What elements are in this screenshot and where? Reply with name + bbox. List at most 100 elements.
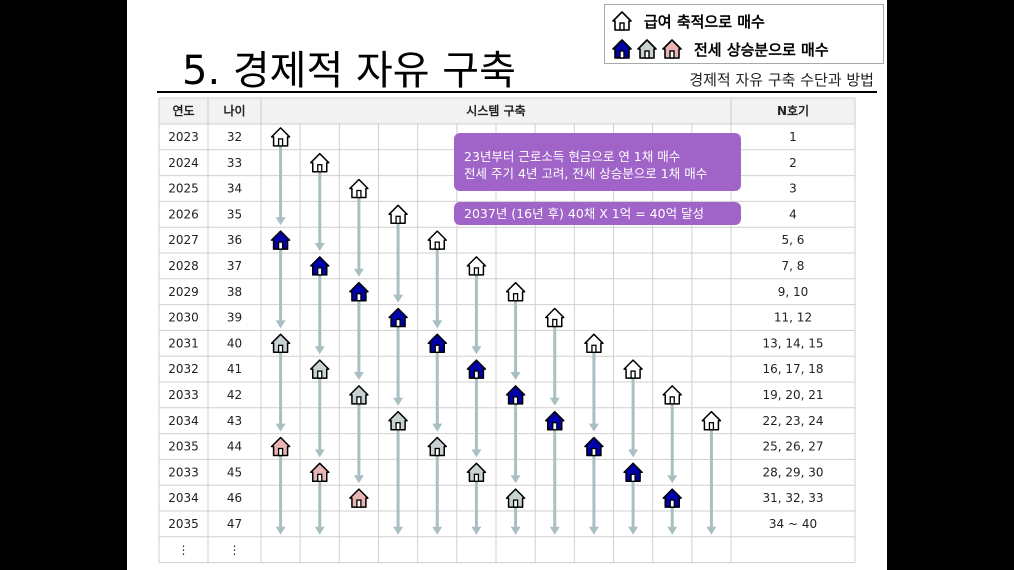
cell-nth: 25, 26, 27 [762, 440, 823, 454]
down-arrow-icon [275, 249, 286, 329]
cell-age: 47 [227, 517, 242, 531]
houses [270, 127, 722, 508]
cell-nth: 4 [789, 207, 797, 221]
callout-goal: 2037년 (16년 후) 40채 X 1억 = 40억 달성 [454, 202, 741, 225]
house-pink-icon [349, 488, 369, 508]
house-gray-icon [637, 39, 657, 59]
cell-year: 2028 [168, 259, 199, 273]
house-blue-icon [584, 436, 604, 457]
cell-age: 42 [227, 388, 242, 402]
cell-nth: 5, 6 [782, 233, 805, 247]
cell-age: ⋮ [229, 543, 241, 557]
header-year: 연도 [172, 103, 194, 118]
house-blue-icon [612, 39, 632, 59]
legend-item-salary: 급여 축적으로 매수 [611, 8, 765, 34]
house-outline-icon [662, 385, 682, 405]
house-gray-icon [388, 410, 408, 431]
cell-year: ⋮ [178, 543, 190, 557]
down-arrow-icon [549, 326, 560, 406]
house-pink-icon [270, 436, 291, 457]
callout-line-3: 2037년 (16년 후) 40채 X 1억 = 40억 달성 [464, 206, 705, 221]
house-outline-icon [623, 359, 643, 379]
cell-year: 2034 [168, 414, 199, 428]
cell-year: 2034 [168, 491, 199, 505]
house-blue-icon [270, 230, 291, 250]
house-pink-icon [662, 39, 682, 59]
house-outline-icon [270, 127, 291, 147]
cell-year: 2031 [168, 336, 199, 350]
down-arrow-icon [314, 481, 325, 535]
house-blue-icon [349, 281, 369, 302]
house-gray-icon [349, 385, 369, 405]
cell-age: 44 [227, 440, 242, 454]
cell-nth: 3 [789, 182, 797, 196]
cell-year: 2026 [168, 207, 199, 221]
house-blue-icon [662, 488, 682, 508]
house-gray-icon [270, 333, 291, 354]
down-arrow-icon [628, 481, 639, 535]
house-blue-icon [466, 359, 487, 379]
cell-age: 36 [227, 233, 242, 247]
house-outline-icon [388, 204, 408, 225]
cell-year: 2033 [168, 388, 199, 402]
legend-label-jeonse: 전세 상승분으로 매수 [694, 40, 829, 59]
down-arrow-icon [275, 455, 286, 535]
cell-year: 2024 [168, 156, 199, 170]
down-arrow-icon [393, 326, 404, 406]
cell-age: 40 [227, 336, 242, 350]
cell-nth: 7, 8 [782, 259, 805, 273]
house-outline-icon [505, 281, 526, 302]
down-arrow-icon [353, 197, 364, 277]
down-arrow-icon [667, 404, 678, 484]
cell-year: 2029 [168, 285, 199, 299]
down-arrow-icon [353, 404, 364, 484]
down-arrow-icon [471, 378, 482, 458]
cell-nth: 9, 10 [778, 285, 809, 299]
down-arrow-icon [628, 378, 639, 458]
house-outline-icon [701, 410, 722, 431]
cell-nth: 19, 20, 21 [762, 388, 823, 402]
house-outline-icon [584, 333, 604, 354]
cell-year: 2032 [168, 362, 199, 376]
slide: 5. 경제적 자유 구축 경제적 자유 구축 수단과 방법 급여 축적으로 매수 [127, 0, 887, 570]
cell-age: 46 [227, 491, 242, 505]
cell-age: 35 [227, 207, 242, 221]
table-gridlines [158, 97, 856, 564]
down-arrow-icon [432, 455, 443, 535]
cell-year: 2027 [168, 233, 199, 247]
cell-year: 2035 [168, 517, 199, 531]
cell-year: 2023 [168, 130, 199, 144]
down-arrow-icon [393, 429, 404, 535]
down-arrow-icon [706, 429, 717, 535]
slide-subtitle: 경제적 자유 구축 수단과 방법 [689, 71, 874, 89]
header-system: 시스템 구축 [466, 103, 525, 118]
cell-nth: 1 [789, 130, 797, 144]
house-outline-icon [427, 230, 447, 250]
house-pink-icon [310, 462, 330, 483]
down-arrow-icon [667, 507, 678, 535]
callout-line-2: 전세 주기 4년 고려, 전세 상승분으로 1채 매수 [464, 166, 708, 181]
down-arrow-icon [314, 171, 325, 251]
down-arrow-icon [275, 352, 286, 432]
down-arrow-icon [432, 352, 443, 432]
slide-title: 5. 경제적 자유 구축 [182, 48, 516, 94]
house-blue-icon [310, 256, 330, 276]
cell-nth: 34 ~ 40 [769, 517, 817, 531]
house-outline-icon [349, 178, 369, 199]
down-arrow-icon [432, 249, 443, 329]
house-outline-icon [310, 152, 330, 173]
down-arrow-icon [588, 352, 599, 432]
down-arrow-icon [393, 223, 404, 303]
cell-nth: 22, 23, 24 [762, 414, 823, 428]
house-blue-icon [427, 333, 447, 354]
legend: 급여 축적으로 매수 전세 상승분으로 매수 [604, 4, 884, 64]
down-arrow-icon [510, 404, 521, 484]
cell-age: 45 [227, 465, 242, 479]
legend-label-salary: 급여 축적으로 매수 [644, 12, 765, 31]
header-nth: N호기 [777, 103, 809, 118]
house-gray-icon [310, 359, 330, 379]
cell-age: 37 [227, 259, 242, 273]
legend-item-jeonse: 전세 상승분으로 매수 [611, 36, 829, 62]
cell-age: 33 [227, 156, 242, 170]
